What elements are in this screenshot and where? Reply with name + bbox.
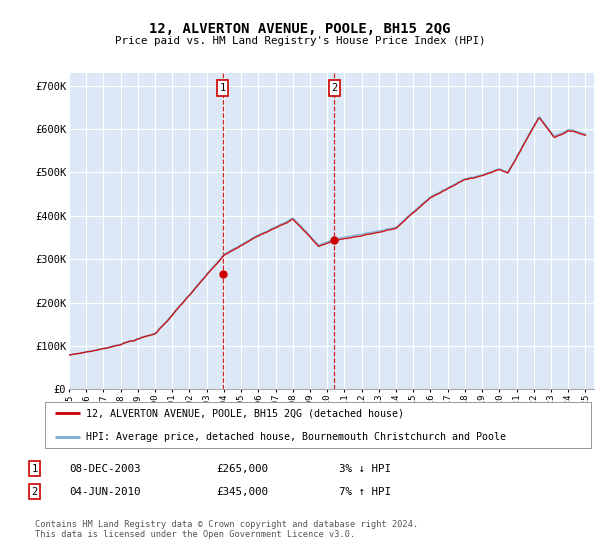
Text: 2: 2: [331, 83, 338, 93]
Text: £345,000: £345,000: [216, 487, 268, 497]
Text: 2: 2: [32, 487, 38, 497]
Text: 7% ↑ HPI: 7% ↑ HPI: [339, 487, 391, 497]
Text: Price paid vs. HM Land Registry's House Price Index (HPI): Price paid vs. HM Land Registry's House …: [115, 36, 485, 46]
Text: HPI: Average price, detached house, Bournemouth Christchurch and Poole: HPI: Average price, detached house, Bour…: [86, 432, 506, 442]
Text: 04-JUN-2010: 04-JUN-2010: [69, 487, 140, 497]
Text: 1: 1: [220, 83, 226, 93]
Text: 12, ALVERTON AVENUE, POOLE, BH15 2QG: 12, ALVERTON AVENUE, POOLE, BH15 2QG: [149, 22, 451, 36]
Text: 08-DEC-2003: 08-DEC-2003: [69, 464, 140, 474]
Text: 1: 1: [32, 464, 38, 474]
Text: 12, ALVERTON AVENUE, POOLE, BH15 2QG (detached house): 12, ALVERTON AVENUE, POOLE, BH15 2QG (de…: [86, 408, 404, 418]
Text: £265,000: £265,000: [216, 464, 268, 474]
Text: 3% ↓ HPI: 3% ↓ HPI: [339, 464, 391, 474]
Text: Contains HM Land Registry data © Crown copyright and database right 2024.
This d: Contains HM Land Registry data © Crown c…: [35, 520, 418, 539]
